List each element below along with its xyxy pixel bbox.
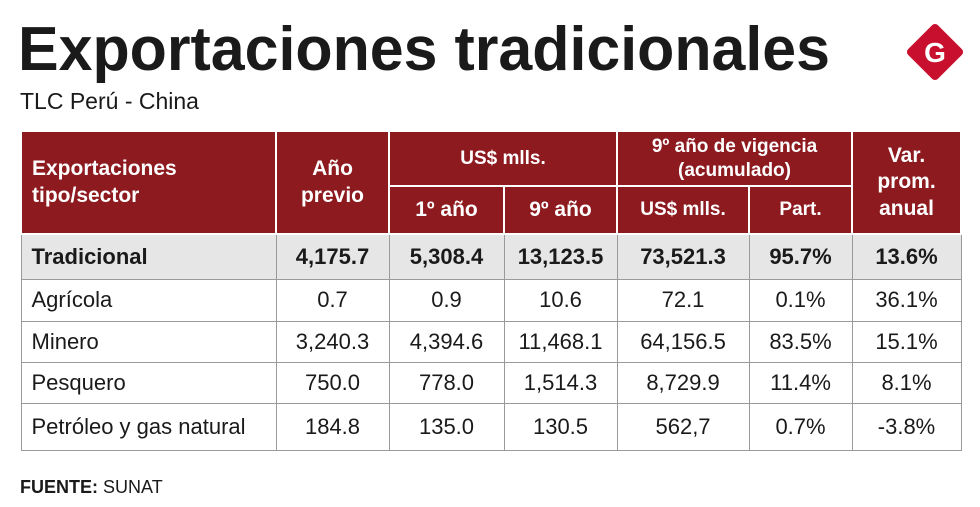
cell-value: 3,240.3 [275,320,390,363]
cell-value: 562,7 [616,402,750,451]
cell-value: 130.5 [503,402,618,451]
cell-value: 13.6% [851,233,962,280]
cell-value: 95.7% [748,233,853,280]
subtitle: TLC Perú - China [20,88,199,114]
cell-value: 72.1 [616,278,750,322]
row-label: Tradicional [20,233,277,280]
header-cell: US$ mlls. [387,130,619,187]
logo: G [906,23,964,81]
source-label: FUENTE: [20,477,98,497]
row-label: Petróleo y gas natural [20,402,277,451]
source: FUENTE: SUNAT [20,477,163,498]
cell-value: 5,308.4 [388,233,505,280]
header-cell: 9º año [502,185,619,235]
cell-value: 8,729.9 [616,361,750,404]
source-text: SUNAT [103,477,163,497]
cell-value: 10.6 [503,278,618,322]
table-row: Agrícola 0.7 0.9 10.6 72.1 0.1% 36.1% [20,278,962,322]
cell-value: 184.8 [275,402,390,451]
logo-letter: G [924,37,946,68]
cell-value: 778.0 [388,361,505,404]
header-cell: US$ mlls. [616,185,751,235]
header-cell: 1º año [388,185,505,235]
cell-value: 4,175.7 [275,233,390,280]
header-text: Año previo [300,157,365,207]
cell-value: 0.7 [275,278,390,322]
cell-value: 4,394.6 [388,320,505,363]
cell-value: 36.1% [851,278,962,322]
title-box: Exportaciones tradicionales [18,15,830,83]
cell-value: 64,156.5 [616,320,750,363]
cell-value: 135.0 [388,402,505,451]
table-row: Minero 3,240.3 4,394.6 11,468.1 64,156.5 83.5… [20,320,962,363]
header-cell: 9º año de vigencia (acumulado) [616,130,854,187]
title: Exportaciones tradicionales [18,15,830,83]
cell-value: 0.9 [388,278,505,322]
cell-value: 0.7% [748,402,853,451]
header-text: Exportaciones tipo/sector [32,157,177,207]
row-label: Minero [20,320,277,363]
header-text: Var. prom. anual [877,144,936,220]
data-table: Exportaciones tipo/sector Año previo US$… [20,130,963,451]
cell-value: 83.5% [748,320,853,363]
table-row: Pesquero 750.0 778.0 1,514.3 8,729.9 11.4% 8.1… [20,361,962,404]
row-label: Pesquero [20,361,277,404]
cell-value: 11,468.1 [503,320,618,363]
cell-value: 750.0 [275,361,390,404]
cell-value: 0.1% [748,278,853,322]
table-body: Tradicional 4,175.7 5,308.4 13,123.5 73,521.… [20,233,962,451]
cell-value: 11.4% [748,361,853,404]
header-cell: Var. prom. anual [851,130,963,235]
cell-value: 1,514.3 [503,361,618,404]
row-label: Agrícola [20,278,277,322]
header-cell: Part. [748,185,854,235]
cell-value: -3.8% [851,402,962,451]
cell-value: 15.1% [851,320,962,363]
header-cell: Exportaciones tipo/sector [20,130,277,235]
header-cell: Año previo [275,130,390,235]
cell-value: 13,123.5 [503,233,618,280]
cell-value: 8.1% [851,361,962,404]
table-row: Petróleo y gas natural 184.8 135.0 130.5 562… [20,402,962,451]
logo-diamond [906,23,964,81]
table-row: Tradicional 4,175.7 5,308.4 13,123.5 73,521.… [20,233,962,280]
cell-value: 73,521.3 [616,233,750,280]
header-text: 9º año de vigencia (acumulado) [651,135,818,181]
